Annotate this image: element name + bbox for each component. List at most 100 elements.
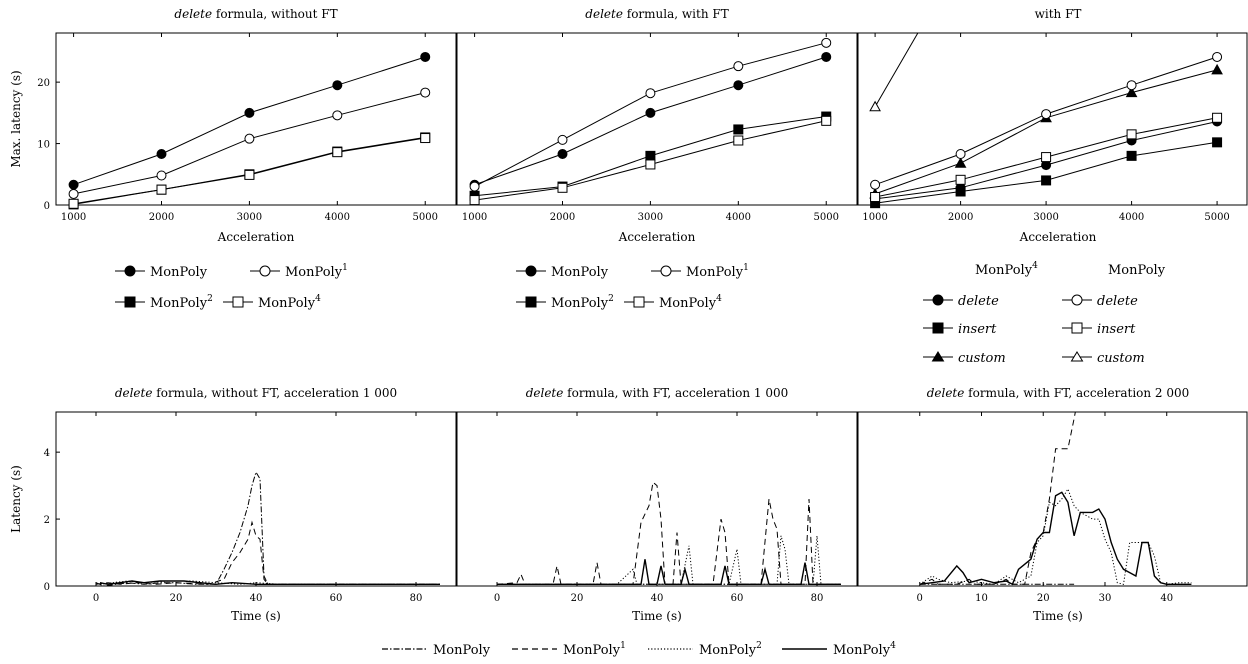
- legend-monpoly4: MonPoly4: [258, 294, 321, 311]
- legend-marker-open-circle: [259, 265, 271, 277]
- series-line-monpoly1: [496, 481, 841, 585]
- legend-bottom-monpoly1: MonPoly1: [563, 641, 626, 658]
- x-tick-label: 5000: [814, 212, 839, 223]
- data-point-square-open: [1041, 152, 1052, 163]
- x-tick-label: 20: [1037, 593, 1050, 604]
- legend-monpoly: MonPoly: [551, 265, 609, 280]
- data-point-square-filled: [733, 124, 744, 135]
- xlabel-5: Time (s): [632, 609, 682, 623]
- legend-bottom-monpoly4: MonPoly4: [833, 641, 896, 658]
- data-point-square-open: [68, 198, 79, 209]
- x-tick-label: 1000: [862, 212, 887, 223]
- data-point-circle-open: [955, 149, 966, 160]
- legend-mp4-custom: custom: [958, 351, 1006, 366]
- legend-monpoly2: MonPoly2: [150, 294, 213, 311]
- series-line-monpoly2: [919, 487, 1192, 585]
- legend-marker-filled-square: [932, 322, 944, 334]
- y-tick-label: 0: [44, 582, 50, 593]
- data-point-circle-open: [1126, 80, 1137, 91]
- legend-monpoly1: MonPoly1: [285, 263, 348, 280]
- chart-title-5: delete formula, with FT, acceleration 1 …: [526, 386, 789, 400]
- data-point-circle-filled: [821, 51, 832, 62]
- chart-frame-2: [456, 32, 858, 206]
- legend-marker-filled-square: [124, 296, 136, 308]
- data-point-circle-filled: [244, 107, 255, 118]
- data-point-square-filled: [955, 186, 966, 197]
- xlabel-6: Time (s): [1033, 609, 1083, 623]
- legend-mp-custom: custom: [1097, 351, 1145, 366]
- chart-title-3: with FT: [1035, 7, 1082, 21]
- legend-marker-filled-circle: [124, 265, 136, 277]
- x-tick-label: 0: [917, 593, 923, 604]
- chart-title-1: delete formula, without FT: [174, 7, 337, 21]
- y-tick-label: 4: [44, 448, 50, 459]
- x-tick-label: 5000: [413, 212, 438, 223]
- series-line-monpoly4-insert: [875, 141, 1218, 204]
- x-tick-label: 1000: [61, 212, 86, 223]
- data-point-circle-filled: [645, 107, 656, 118]
- chart-frame-1: [55, 32, 457, 206]
- legend-mp4-delete: delete: [958, 294, 999, 309]
- legend-marker-open-square: [232, 296, 244, 308]
- x-tick-label: 4000: [726, 212, 751, 223]
- data-point-square-open: [420, 133, 431, 144]
- x-tick-label: 0: [494, 593, 500, 604]
- x-tick-label: 40: [651, 593, 664, 604]
- chart-frame-6: [857, 411, 1248, 587]
- data-point-triangle-filled: [1125, 86, 1138, 98]
- legend-monpoly: MonPoly: [150, 265, 208, 280]
- legend-header-monpoly: MonPoly: [1108, 263, 1166, 278]
- legend-marker-open-circle: [660, 265, 672, 277]
- data-point-circle-open: [469, 181, 480, 192]
- legend-marker-filled-circle: [525, 265, 537, 277]
- legend-marker-open-triangle: [1070, 351, 1084, 362]
- series-line-monpoly4: [497, 559, 841, 585]
- xlabel-2: Acceleration: [618, 230, 696, 244]
- data-point-circle-filled: [420, 51, 431, 62]
- data-point-square-open: [469, 195, 480, 206]
- data-point-circle-open: [821, 37, 832, 48]
- data-point-square-open: [733, 135, 744, 146]
- series-line-monpoly4: [99, 580, 440, 586]
- data-point-square-open: [870, 192, 881, 203]
- data-point-square-open: [1212, 112, 1223, 123]
- xlabel-1: Acceleration: [217, 230, 295, 244]
- data-point-circle-filled: [557, 149, 568, 160]
- data-point-square-open: [821, 115, 832, 126]
- data-point-circle-open: [557, 134, 568, 145]
- data-point-circle-filled: [68, 179, 79, 190]
- data-point-square-open: [645, 159, 656, 170]
- x-tick-label: 60: [731, 593, 744, 604]
- data-point-circle-filled: [733, 80, 744, 91]
- x-tick-label: 30: [1099, 593, 1112, 604]
- xlabel-3: Acceleration: [1019, 230, 1097, 244]
- ylabel-bottom: Latency (s): [9, 465, 23, 533]
- series-line-monpoly2: [497, 535, 841, 585]
- legend-monpoly4: MonPoly4: [659, 294, 722, 311]
- data-point-square-open: [1126, 129, 1137, 140]
- chart-frame-4: [55, 411, 457, 587]
- data-point-square-open: [955, 174, 966, 185]
- data-point-square-filled: [1212, 137, 1223, 148]
- data-point-circle-open: [244, 133, 255, 144]
- data-point-triangle-open: [869, 100, 881, 112]
- legend-marker-open-circle: [1071, 294, 1083, 306]
- x-tick-label: 20: [170, 593, 183, 604]
- x-tick-label: 3000: [1033, 212, 1058, 223]
- data-point-circle-open: [68, 188, 79, 199]
- x-tick-label: 60: [330, 593, 343, 604]
- x-tick-label: 80: [811, 593, 824, 604]
- chart-title-4: delete formula, without FT, acceleration…: [115, 386, 397, 400]
- data-point-circle-open: [870, 179, 881, 190]
- data-point-square-filled: [1041, 175, 1052, 186]
- legend-mp-delete: delete: [1097, 294, 1138, 309]
- data-point-circle-open: [645, 88, 656, 99]
- x-tick-label: 20: [571, 593, 584, 604]
- x-tick-label: 80: [410, 593, 423, 604]
- x-tick-label: 5000: [1204, 212, 1229, 223]
- xlabel-4: Time (s): [231, 609, 281, 623]
- legend-bottom-monpoly2: MonPoly2: [699, 641, 762, 658]
- data-point-triangle-filled: [954, 157, 967, 168]
